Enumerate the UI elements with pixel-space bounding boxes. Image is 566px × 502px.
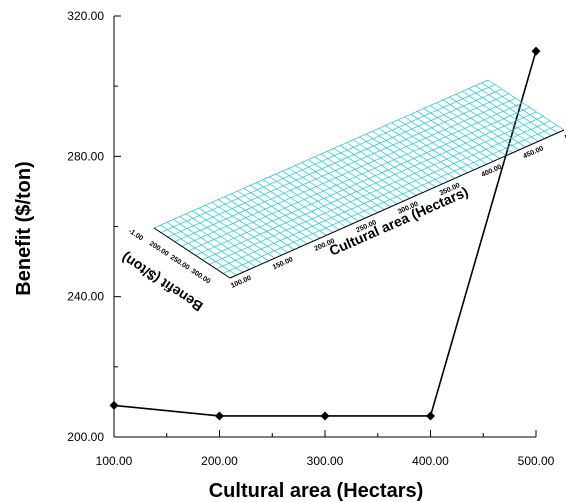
inset-grid-line — [218, 199, 295, 250]
inset-grid-line — [243, 187, 321, 239]
inset-grid-line — [262, 179, 340, 230]
inset-grid-line — [173, 219, 250, 270]
inset-grid-line — [429, 105, 507, 156]
inset-x-tick-label: 500.00 — [564, 127, 566, 142]
inset-3d-surface: 100.00150.00200.00250.00300.00350.00400.… — [118, 79, 566, 315]
inset-grid-line — [216, 120, 551, 270]
inset-grid-line — [307, 159, 385, 210]
inset-grid-line — [359, 136, 436, 188]
inset-grid-line — [224, 196, 301, 247]
x-tick-label: 300.00 — [307, 454, 344, 468]
inset-grid-line — [301, 162, 378, 213]
inset-grid-line — [256, 182, 333, 233]
plot-area — [109, 46, 541, 421]
y-tick-label: 320.00 — [67, 9, 104, 23]
inset-grid-line — [275, 173, 353, 225]
x-tick-label: 500.00 — [518, 454, 555, 468]
x-tick-label: 100.00 — [96, 454, 133, 468]
inset-grid-line — [181, 97, 516, 247]
inset-y-tick-label: 250.00 — [169, 254, 191, 272]
inset-grid-line — [209, 116, 544, 265]
inset-grid-line — [179, 216, 256, 267]
inset-grid-line — [404, 116, 481, 168]
inset-grid-line — [327, 150, 404, 202]
inset-grid-line — [222, 125, 558, 274]
inset-grid-line — [269, 176, 346, 228]
inset-grid-line — [160, 224, 237, 276]
inset-grid-line — [166, 222, 244, 273]
inset-grid-line — [391, 122, 468, 173]
inset-grid — [153, 79, 565, 279]
inset-grid-line — [346, 142, 423, 193]
inset-grid-line — [195, 106, 530, 256]
inset-grid-line — [333, 148, 411, 199]
inset-x-title: Cultural area (Hectars) — [327, 183, 471, 258]
data-point-marker — [531, 46, 541, 56]
inset-grid-line — [474, 85, 552, 136]
y-tick-label: 240.00 — [67, 290, 104, 304]
inset-grid-line — [468, 88, 545, 139]
inset-grid-line — [372, 130, 449, 182]
data-point-marker — [426, 411, 435, 421]
inset-grid-line — [188, 102, 523, 252]
inset-grid-line — [198, 207, 276, 259]
y-axis-title: Benefit ($/ton) — [13, 161, 35, 295]
inset-grid-line — [462, 91, 539, 142]
inset-grid-line — [410, 113, 488, 165]
inset-grid-line — [481, 82, 558, 134]
inset-x-axis — [229, 129, 565, 279]
inset-grid-line — [153, 79, 489, 229]
inset-y-axis — [153, 227, 231, 279]
inset-grid-line — [295, 165, 372, 216]
inset-grid-line — [230, 193, 308, 245]
inset-grid-line — [192, 210, 269, 262]
inset-grid-line — [417, 111, 494, 162]
inset-grid-line — [442, 99, 520, 151]
inset-grid-line — [397, 119, 475, 171]
inset-grid-line — [185, 213, 263, 265]
inset-grid-line — [174, 93, 509, 242]
inset-grid-line — [282, 170, 359, 222]
inset-grid-line — [250, 185, 327, 236]
x-tick-label: 400.00 — [412, 454, 449, 468]
inset-grid-line — [455, 93, 533, 145]
x-tick-label: 200.00 — [201, 454, 238, 468]
inset-grid-line — [436, 102, 513, 154]
inset-corner-label: -1.00 — [127, 228, 144, 243]
inset-grid-line — [237, 190, 314, 242]
inset-grid-line — [314, 156, 391, 208]
inset-y-tick-label: 200.00 — [148, 240, 170, 258]
inset-grid-line — [205, 204, 282, 256]
inset-grid-line — [385, 125, 462, 176]
y-tick-label: 280.00 — [67, 149, 104, 163]
inset-grid-line — [202, 111, 537, 261]
inset-grid-line — [340, 145, 417, 196]
inset-grid-line — [378, 128, 456, 179]
axes: 200.00 240.00 280.00 320.00 100.00 200.00 300.… — [13, 9, 555, 502]
inset-grid-line — [487, 79, 565, 131]
inset-grid-line — [449, 96, 526, 148]
data-point-marker — [320, 411, 330, 421]
inset-grid-line — [352, 139, 430, 191]
inset-grid-line — [211, 202, 289, 253]
series-line — [113, 50, 537, 417]
data-point-marker — [215, 411, 224, 421]
inset-grid-line — [167, 88, 502, 238]
inset-grid-line — [423, 108, 500, 159]
inset-grid-line — [365, 133, 443, 185]
inset-y-tick-label: 300.00 — [190, 268, 212, 286]
inset-grid-line — [160, 84, 496, 233]
inset-grid-line — [288, 167, 366, 219]
y-tick-label: 200.00 — [67, 430, 104, 444]
x-axis-title: Cultural area (Hectars) — [209, 480, 424, 502]
inset-y-title: Benefit ($/ton) — [118, 250, 205, 315]
inset-grid-line — [320, 153, 398, 205]
